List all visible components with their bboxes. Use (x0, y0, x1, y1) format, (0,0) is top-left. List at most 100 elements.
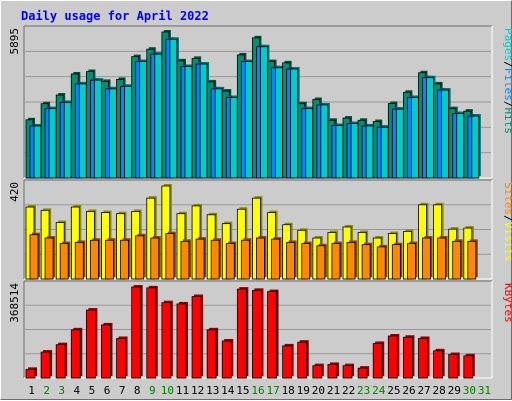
x-tick-label: 10 (161, 384, 174, 397)
x-tick-label: 20 (312, 384, 325, 397)
bar-kbytes-12 (191, 294, 204, 379)
bar-sites-21 (331, 241, 342, 280)
bar-pages-13-face (214, 88, 223, 179)
bar-pages-20-face (320, 104, 329, 179)
bar-pages-23-face (365, 125, 374, 179)
legend-part: Files (502, 68, 512, 101)
bar-sites-1 (29, 232, 40, 280)
bar-sites-23-face (361, 244, 371, 280)
bar-sites-7 (120, 238, 131, 280)
bar-sites-27 (422, 236, 433, 280)
bar-kbytes-6-face (101, 324, 111, 379)
bar-sites-22 (346, 240, 358, 280)
x-tick-label: 7 (119, 384, 126, 397)
bar-pages-11-face (184, 66, 193, 179)
bar-sites-16 (256, 236, 267, 280)
legend-part: Pages (502, 28, 512, 61)
x-tick-label: 27 (417, 384, 430, 397)
bar-kbytes-4 (70, 327, 83, 379)
x-tick-label: 14 (221, 384, 235, 397)
bar-kbytes-15 (236, 287, 249, 379)
bar-kbytes-27-face (418, 338, 428, 379)
bar-sites-27-face (422, 237, 431, 280)
bar-kbytes-9 (146, 285, 158, 379)
bar-sites-17-face (271, 238, 280, 280)
bar-pages-6-face (109, 88, 117, 179)
bar-kbytes-3 (55, 342, 68, 379)
bar-kbytes-19-face (297, 341, 308, 379)
bar-pages-27-face (426, 77, 434, 179)
x-tick-label: 6 (104, 384, 111, 397)
bar-kbytes-6 (101, 322, 113, 379)
bar-kbytes-7 (116, 336, 128, 379)
x-tick-label: 13 (206, 384, 219, 397)
bar-sites-10 (165, 231, 176, 280)
bar-pages-21-face (335, 125, 344, 179)
x-tick-label: 19 (297, 384, 310, 397)
bar-kbytes-13-face (206, 329, 217, 379)
bar-sites-20 (316, 243, 327, 280)
bar-pages-22-face (350, 123, 359, 179)
bar-sites-9 (150, 236, 161, 280)
x-tick-label: 29 (448, 384, 461, 397)
bar-sites-9-face (150, 237, 160, 280)
x-tick-label: 24 (372, 384, 386, 397)
bar-kbytes-3-face (55, 344, 66, 379)
bar-kbytes-22 (342, 363, 355, 379)
bar-sites-13 (210, 238, 222, 280)
bar-kbytes-14 (221, 338, 234, 379)
bar-sites-25 (391, 242, 403, 280)
x-tick-label: 30 (463, 384, 476, 397)
bar-kbytes-30-face (463, 355, 474, 379)
bar-sites-19 (301, 241, 312, 280)
bar-sites-25-face (391, 244, 401, 280)
bar-kbytes-19 (297, 340, 309, 379)
bar-kbytes-7-face (116, 338, 126, 379)
bar-kbytes-27 (418, 336, 430, 379)
bar-sites-6-face (105, 239, 114, 280)
bar-sites-30-face (467, 240, 477, 280)
bar-pages-24-face (380, 126, 389, 179)
bar-kbytes-11-face (176, 303, 187, 379)
x-tick-label: 17 (266, 384, 279, 397)
bar-sites-16-face (256, 237, 265, 280)
bar-kbytes-21-face (327, 364, 338, 379)
bar-sites-7-face (120, 239, 129, 280)
bar-kbytes-17 (267, 289, 279, 379)
bar-sites-28-face (437, 237, 447, 280)
bar-pages-15-face (244, 61, 253, 179)
bar-kbytes-18-face (282, 345, 293, 379)
bar-sites-5-face (89, 239, 99, 280)
x-tick-label: 16 (251, 384, 264, 397)
x-tick-label: 1 (28, 384, 35, 397)
bar-kbytes-8-face (131, 286, 142, 379)
max-value-label-middle: 420 (8, 182, 21, 202)
bar-kbytes-28-face (433, 350, 444, 379)
bar-kbytes-25-face (387, 335, 398, 379)
legend-part: KBytes (502, 283, 512, 323)
legend-top: Pages/Files/Hits (502, 28, 512, 134)
bar-kbytes-26-face (403, 336, 413, 379)
bar-pages-30-face (471, 115, 480, 179)
bar-sites-8 (135, 233, 146, 280)
bar-sites-8-face (135, 235, 145, 280)
bar-kbytes-20-face (312, 365, 323, 379)
bar-sites-10-face (165, 233, 175, 280)
bar-sites-19-face (301, 243, 311, 280)
bar-sites-24 (376, 244, 388, 280)
bar-pages-3-face (63, 102, 72, 179)
legend-part: / (502, 215, 512, 222)
x-tick-label: 18 (282, 384, 295, 397)
x-tick-label: 8 (134, 384, 141, 397)
bar-sites-21-face (331, 243, 341, 280)
bar-pages-4-face (78, 83, 87, 179)
bar-sites-26 (407, 241, 418, 280)
bar-pages-2-face (48, 108, 57, 179)
bar-sites-14-face (225, 243, 235, 280)
max-value-label-top: 5895 (8, 28, 21, 55)
bar-kbytes-4-face (70, 329, 81, 379)
x-tick-label: 28 (433, 384, 446, 397)
bar-sites-3 (59, 241, 71, 280)
bar-kbytes-16-face (252, 289, 262, 379)
